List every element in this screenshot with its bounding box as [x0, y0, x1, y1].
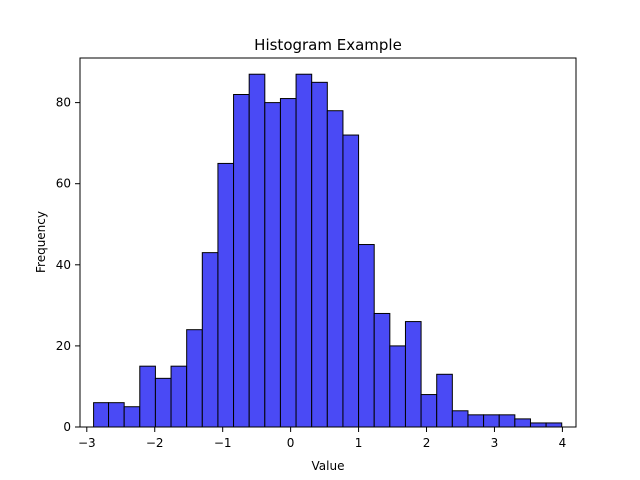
histogram-bar: [389, 345, 406, 428]
x-axis-label: Value: [312, 459, 345, 473]
y-axis-label: Frequency: [34, 211, 48, 273]
histogram-bar: [139, 365, 156, 428]
histogram-bar: [514, 418, 531, 428]
x-tick-label: 4: [559, 436, 567, 450]
histogram-bar: [483, 414, 500, 428]
y-tick-label: 40: [56, 258, 71, 272]
x-tick-label: −3: [78, 436, 96, 450]
histogram-bar: [342, 134, 360, 428]
histogram-bar: [436, 373, 453, 428]
chart-title: Histogram Example: [254, 36, 402, 54]
histogram-bar: [404, 321, 422, 428]
y-axis: 0 20 40 60 80: [56, 96, 80, 434]
histogram-bar: [217, 162, 235, 428]
histogram-bar: [529, 422, 547, 428]
histogram-bar: [373, 312, 391, 428]
histogram-bar: [264, 102, 281, 428]
histogram-bar: [93, 402, 110, 428]
histogram-bar: [420, 394, 438, 428]
histogram-bar: [545, 422, 563, 428]
x-tick-label: 1: [355, 436, 363, 450]
x-tick-label: −2: [146, 436, 164, 450]
histogram-bar: [467, 414, 485, 428]
x-tick-label: 0: [287, 436, 295, 450]
y-tick-label: 20: [56, 339, 71, 353]
histogram-bar: [233, 93, 250, 428]
histogram-bar: [358, 244, 375, 428]
histogram-bar: [123, 406, 141, 428]
x-tick-label: −1: [214, 436, 232, 450]
x-axis: −3 −2 −1 0 1 2 3 4: [78, 427, 566, 450]
histogram-bar: [108, 402, 125, 428]
histogram-bar: [311, 81, 328, 428]
plot-frame: [79, 57, 577, 428]
histogram-bar: [279, 98, 297, 428]
histogram-bar: [170, 365, 188, 428]
histogram-bar: [154, 377, 172, 428]
histogram-bar: [201, 252, 219, 428]
y-tick-label: 0: [63, 420, 71, 434]
histogram-bar: [326, 110, 344, 428]
y-tick-label: 60: [56, 177, 71, 191]
histogram-bar: [498, 414, 516, 428]
histogram-bar: [186, 329, 203, 428]
bars-group: [93, 73, 563, 428]
x-tick-label: 2: [423, 436, 431, 450]
y-tick-label: 80: [56, 96, 71, 110]
x-tick-label: 3: [491, 436, 499, 450]
histogram-bar: [295, 73, 313, 428]
histogram-bar: [451, 410, 469, 428]
histogram-bar: [248, 73, 266, 428]
